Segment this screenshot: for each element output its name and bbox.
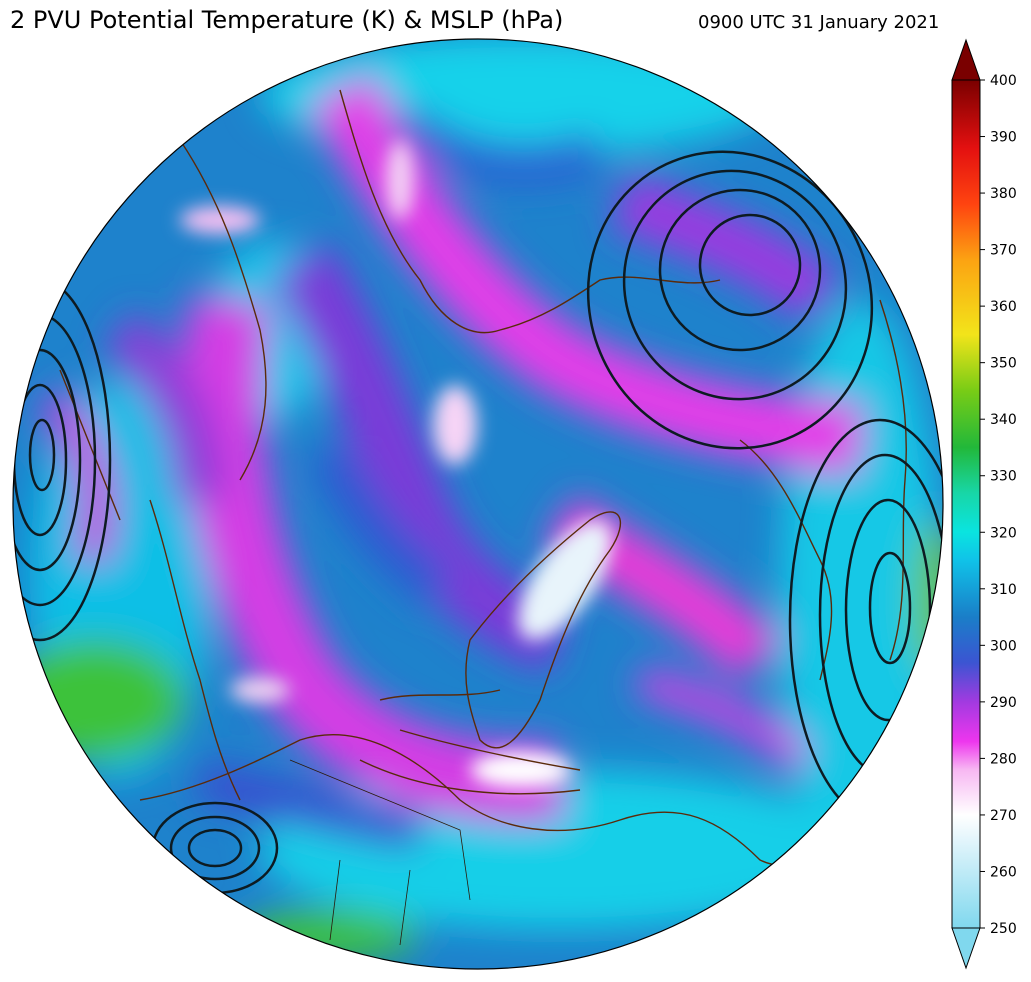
colorbar-tick-label: 260 <box>990 864 1017 880</box>
coastline-japan <box>59 369 121 521</box>
field-purple-band-3 <box>609 171 842 322</box>
coastlines <box>59 89 907 866</box>
colorbar-tick-label: 290 <box>990 695 1017 711</box>
colorbar-tick-label: 310 <box>990 582 1017 598</box>
colorbar-extend-bottom <box>951 927 981 970</box>
contour-high-northeast-2 <box>622 169 848 401</box>
field-cold-core-1 <box>517 520 613 640</box>
colorbar-tick-label: 270 <box>990 808 1017 824</box>
coastline-siberia <box>179 139 267 481</box>
coastline-eurasia-north <box>339 89 721 334</box>
colorbar-tick-label: 370 <box>990 243 1017 259</box>
colorbar-tick-label: 300 <box>990 638 1017 654</box>
colorbar-tick-label: 390 <box>990 130 1017 146</box>
coastline-alaska <box>149 499 241 801</box>
contour-low-south-2 <box>169 815 261 881</box>
coastline-greenland <box>465 511 621 749</box>
valid-time: 0900 UTC 31 January 2021 <box>698 12 940 33</box>
map-title: 2 PVU Potential Temperature (K) & MSLP (… <box>10 6 564 34</box>
colorbar-bar <box>951 79 981 929</box>
colorbar-tick-label: 330 <box>990 469 1017 485</box>
coastline-canadian-archipelago <box>359 689 581 795</box>
contour-low-west-3 <box>13 348 82 572</box>
field-magenta-band-2 <box>182 293 564 822</box>
field-magenta-band-4 <box>37 387 116 565</box>
field-blue-band-2 <box>309 440 454 608</box>
colorbar-tick-label: 280 <box>990 751 1017 767</box>
colorbar-tick-label: 340 <box>990 412 1017 428</box>
coastline-scandinavia <box>739 439 833 681</box>
colorbar-tick-label: 360 <box>990 299 1017 315</box>
border-province-2 <box>399 869 411 946</box>
globe-outline <box>12 38 944 970</box>
field-purple-band-1 <box>270 241 572 674</box>
coastline-west-europe <box>879 299 907 661</box>
coastline-north-america <box>139 734 871 866</box>
colorbar-tick-label: 320 <box>990 525 1017 541</box>
colorbar-tick-label: 350 <box>990 356 1017 372</box>
colorbar-tick-label: 380 <box>990 186 1017 202</box>
field-cold-core-2 <box>470 752 570 788</box>
border-canada-us <box>289 759 471 901</box>
contour-low-east-4 <box>868 551 912 665</box>
contour-low-east-3 <box>844 498 932 722</box>
field-cold-core-5 <box>386 140 414 220</box>
field-magenta-band-5 <box>635 665 811 771</box>
field-blue-band-3 <box>195 760 423 850</box>
contour-high-northeast-1 <box>586 150 874 450</box>
colorbar-tick-label: 250 <box>990 921 1017 937</box>
field-cold-core-3 <box>433 385 477 465</box>
border-province-1 <box>329 859 341 941</box>
contour-low-south-3 <box>187 828 243 868</box>
colorbar-tick-label: 400 <box>990 73 1017 89</box>
field-blue-band-1 <box>387 104 608 185</box>
colorbar-extend-top <box>951 38 981 81</box>
political-borders <box>289 759 471 946</box>
contour-high-northeast-3 <box>658 188 822 352</box>
field-purple-band-2 <box>103 310 225 501</box>
colorbar-ticks: 250 260 270 280 290 300 310 320 330 340 350 360 370 3… <box>980 73 1017 937</box>
contour-high-northeast-4 <box>698 213 802 317</box>
contour-low-west-5 <box>28 418 56 492</box>
field-cold-core-4 <box>180 206 260 234</box>
field-cold-core-6 <box>230 678 290 702</box>
